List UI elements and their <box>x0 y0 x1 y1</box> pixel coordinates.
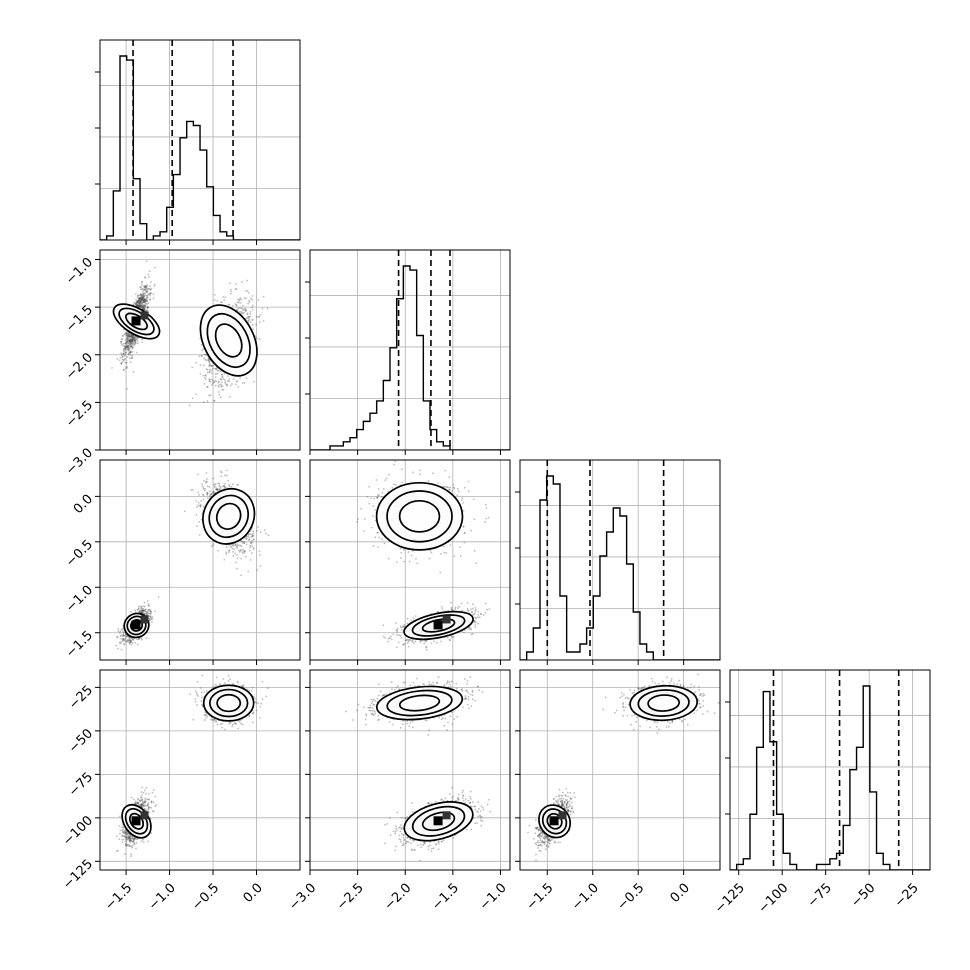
x-tick-label: −125 <box>712 881 748 917</box>
panel-frame <box>99 459 301 661</box>
contour-line <box>202 684 255 722</box>
y-tick-label: −25 <box>66 683 96 713</box>
y-tick-label: −0.5 <box>63 537 96 570</box>
density-peak <box>433 816 443 826</box>
x-tick-label: −1.5 <box>429 881 462 914</box>
panel-frame <box>519 669 721 871</box>
x-tick-label: −0.5 <box>189 881 222 914</box>
x-tick-label: −1.5 <box>102 881 135 914</box>
y-tick-label: −1.0 <box>63 583 96 616</box>
density-peak <box>442 615 451 624</box>
density-peak <box>433 620 443 630</box>
x-tick-label: −1.0 <box>477 881 510 914</box>
y-tick-label: −50 <box>66 726 96 756</box>
panel-frame <box>729 669 931 871</box>
histogram-step <box>730 685 930 870</box>
y-tick-label: −2.5 <box>63 398 96 431</box>
scatter-panel-3-2: −1.5 −1.0 −0.5 0.0 <box>515 669 721 914</box>
x-tick-label: −25 <box>892 881 922 911</box>
x-tick-label: −3.0 <box>286 881 319 914</box>
contour-line <box>214 323 243 358</box>
density-peak <box>140 311 149 320</box>
y-tick-label: −2.0 <box>63 350 96 383</box>
x-tick-label: −100 <box>756 881 792 917</box>
scatter-panel-3-1: −3.0 −2.5 −2.0 −1.5 −1.0 <box>286 669 511 914</box>
contour-line <box>647 694 681 712</box>
panel-frame <box>519 459 721 661</box>
histogram-panel-1 <box>305 249 511 455</box>
histogram-step <box>100 55 300 240</box>
density-peak <box>549 816 559 826</box>
y-tick-label: −75 <box>66 770 96 800</box>
panel-frame <box>309 669 511 871</box>
density-peak <box>558 811 567 820</box>
x-tick-label: −0.5 <box>615 881 648 914</box>
scatter-panel-3-0: −1.5 −1.0 −0.5 0.0 −125 −100 −75 −50 −25 <box>60 669 301 914</box>
contour-line <box>199 304 258 377</box>
contour-line <box>398 499 441 533</box>
x-tick-label: −50 <box>848 881 878 911</box>
scatter-panel-2-1 <box>305 459 511 665</box>
x-tick-label: 0.0 <box>668 881 693 906</box>
panel-frame <box>99 39 301 241</box>
x-tick-label: −1.0 <box>146 881 179 914</box>
scatter-panel-2-0: −1.5 −1.0 −0.5 0.0 <box>63 459 301 665</box>
contour-line <box>206 312 251 369</box>
density-peak <box>140 615 149 624</box>
histogram-panel-3: −125 −100 −75 −50 −25 <box>712 669 931 917</box>
contour-line <box>375 481 464 551</box>
contour-line <box>208 688 249 718</box>
panel-frame <box>99 249 301 451</box>
scatter-panel-1-0: −3.0 −2.5 −2.0 −1.5 −1.0 <box>63 249 301 478</box>
contour-line <box>421 618 456 633</box>
x-tick-label: −2.5 <box>334 881 367 914</box>
contour-line <box>411 614 466 637</box>
x-tick-label: −1.5 <box>524 881 557 914</box>
density-peak <box>140 811 149 820</box>
y-tick-label: −1.5 <box>63 628 96 661</box>
density-peak <box>131 816 141 826</box>
y-tick-label: −100 <box>60 813 96 849</box>
contour-line <box>375 685 464 721</box>
y-tick-label: 0.0 <box>71 492 96 517</box>
contour-line <box>386 689 453 717</box>
contour-line <box>208 494 249 539</box>
x-tick-label: 0.0 <box>241 881 266 906</box>
x-tick-label: −75 <box>805 881 835 911</box>
density-peak <box>442 811 451 820</box>
y-tick-label: −1.5 <box>63 303 96 336</box>
panel-frame <box>309 459 511 661</box>
contour-line <box>215 502 242 530</box>
contour-line <box>386 490 453 543</box>
y-tick-label: −1.0 <box>63 255 96 288</box>
histogram-step <box>520 475 720 660</box>
panel-frame <box>99 669 301 871</box>
density-peak <box>131 620 141 630</box>
density-peak <box>131 316 141 326</box>
contour-line <box>421 811 456 832</box>
histogram-panel-2 <box>515 459 721 665</box>
contour-line <box>411 805 466 837</box>
x-tick-label: −2.0 <box>382 881 415 914</box>
contour-line <box>216 693 242 713</box>
panel-frame <box>309 249 511 451</box>
y-tick-label: −3.0 <box>63 445 96 478</box>
histogram-step <box>310 265 510 450</box>
contour-line <box>637 689 690 717</box>
contour-line <box>398 694 441 712</box>
x-tick-label: −1.0 <box>569 881 602 914</box>
histogram-panel-0 <box>95 39 301 245</box>
y-tick-label: −125 <box>60 857 96 893</box>
